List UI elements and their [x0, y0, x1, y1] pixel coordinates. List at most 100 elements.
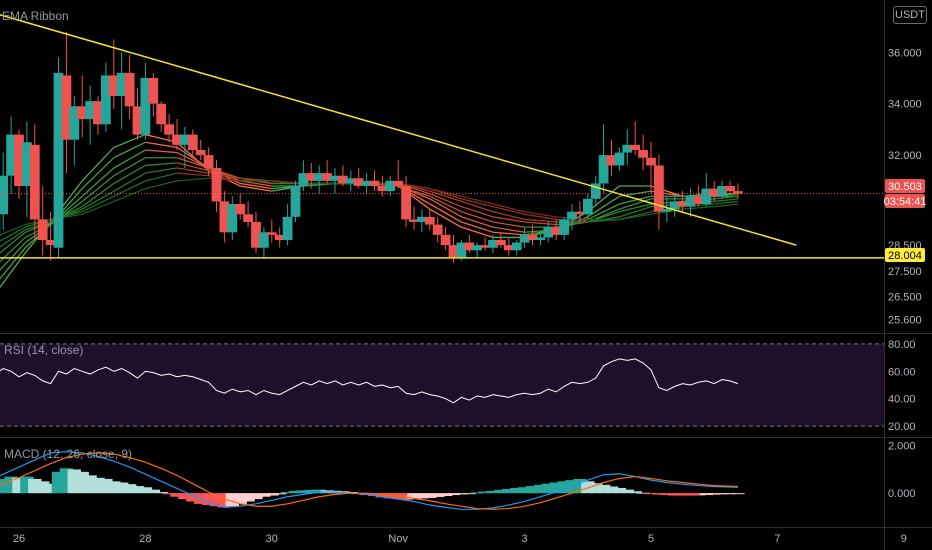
ema-3-segment: [0, 242, 26, 272]
candle-body: [488, 240, 498, 248]
macd-histogram-bar: [241, 493, 255, 502]
ema-6-segment: [429, 190, 462, 203]
last-price-badge-box: [885, 179, 925, 193]
rsi-band-background: [0, 343, 884, 427]
ema-3-segment: [113, 149, 146, 169]
candle-body: [61, 75, 72, 140]
candle-body: [22, 142, 32, 186]
candle-body: [551, 227, 562, 235]
ema-4-segment: [619, 198, 652, 210]
ema-4-segment: [81, 175, 115, 202]
candle-body: [424, 216, 435, 225]
ema-slow-segment: [176, 177, 209, 182]
candle-body: [582, 198, 593, 215]
candle-body: [298, 173, 309, 186]
macd-histogram-bar: [170, 493, 184, 497]
candle-body: [590, 183, 601, 199]
macd-axis-tick-label: 2.000: [888, 441, 916, 453]
candle-body: [195, 150, 206, 156]
macd-histogram-bar: [707, 493, 721, 495]
candle-body: [85, 101, 95, 120]
macd-histogram-bar: [509, 487, 524, 494]
countdown-badge: 03:54:41: [884, 196, 927, 208]
macd-pane-title: MACD (12, 26, close, 9): [4, 447, 133, 461]
macd-histogram-bar: [470, 492, 484, 494]
candle-body: [361, 180, 372, 186]
macd-histogram-bar: [723, 493, 737, 495]
macd-histogram-bar: [296, 490, 311, 494]
candle-body: [306, 173, 317, 181]
candle-body: [243, 214, 253, 222]
candle-body: [511, 242, 522, 251]
candle-body: [654, 165, 664, 212]
candle-body: [338, 175, 348, 184]
ema-5-segment: [429, 193, 462, 208]
macd-histogram-bar: [43, 483, 58, 494]
ema-5-segment: [524, 221, 557, 226]
ema-6-segment: [619, 205, 652, 218]
ema-2-segment: [0, 247, 26, 280]
ema-2-segment: [429, 203, 462, 223]
candle-body: [614, 152, 625, 166]
macd-histogram-bar: [375, 493, 390, 498]
candle-body: [725, 186, 735, 192]
candle-body: [132, 106, 143, 135]
candle-body: [503, 245, 514, 251]
candle-body: [14, 134, 24, 186]
candle-body: [330, 175, 340, 181]
macd-histogram-bar: [462, 493, 477, 495]
ema-6-segment: [0, 229, 26, 248]
candle-body: [456, 242, 467, 258]
currency-unit-badge[interactable]: USDT: [893, 6, 927, 24]
ema-3-segment: [619, 195, 652, 205]
candle-body: [733, 191, 743, 194]
ema-3-segment: [81, 167, 115, 197]
price-axis-tick-label: 25.600: [888, 315, 922, 327]
ema-2-segment: [176, 146, 209, 169]
candle-body: [124, 72, 135, 107]
time-axis-tick-label: 3: [522, 533, 528, 545]
macd-histogram-bar: [644, 493, 658, 495]
ema-6-segment: [492, 211, 525, 221]
ema-6-segment: [524, 218, 557, 223]
candle-body: [677, 201, 688, 207]
candle-body: [211, 168, 222, 202]
candle-body: [717, 186, 727, 197]
ema-7-segment: [81, 195, 115, 213]
candle-body: [393, 180, 404, 186]
candle-body: [290, 186, 301, 217]
rsi-pane-title: RSI (14, close): [4, 343, 84, 357]
ema-fast-segment: [145, 133, 178, 143]
ema-slow-segment: [429, 187, 462, 197]
candle-body: [345, 178, 356, 184]
candle-body: [116, 72, 127, 96]
descending-trend-line: [0, 14, 797, 246]
macd-histogram-bar: [486, 490, 500, 494]
ema-fast-segment: [240, 185, 272, 192]
macd-histogram-bar: [130, 486, 145, 494]
ema-7-segment: [714, 200, 738, 205]
rsi-axis-tick-label: 80.00: [888, 339, 916, 351]
ema-fast-segment: [429, 208, 462, 228]
candle-body: [259, 232, 269, 248]
candle-body: [519, 234, 530, 243]
macd-histogram-bar: [178, 493, 192, 500]
ema-4-segment: [461, 211, 494, 223]
macd-axis-tick-label: 0.000: [888, 488, 916, 500]
time-axis-tick-label: 26: [13, 533, 25, 545]
macd-histogram-bar: [399, 493, 413, 500]
macd-series: [0, 451, 745, 510]
ema-3-segment: [176, 151, 209, 169]
ema-5-segment: [113, 164, 146, 184]
candle-body: [187, 134, 198, 150]
ema-4-segment: [0, 236, 26, 263]
ema-5-segment: [145, 162, 178, 167]
macd-histogram-bar: [517, 487, 532, 494]
candle-body: [575, 211, 585, 215]
macd-histogram-bar: [122, 484, 137, 494]
macd-histogram-bar: [660, 493, 674, 496]
ema-2-segment: [145, 141, 178, 149]
ema-4-segment: [113, 157, 146, 177]
macd-histogram-bar: [288, 490, 303, 494]
